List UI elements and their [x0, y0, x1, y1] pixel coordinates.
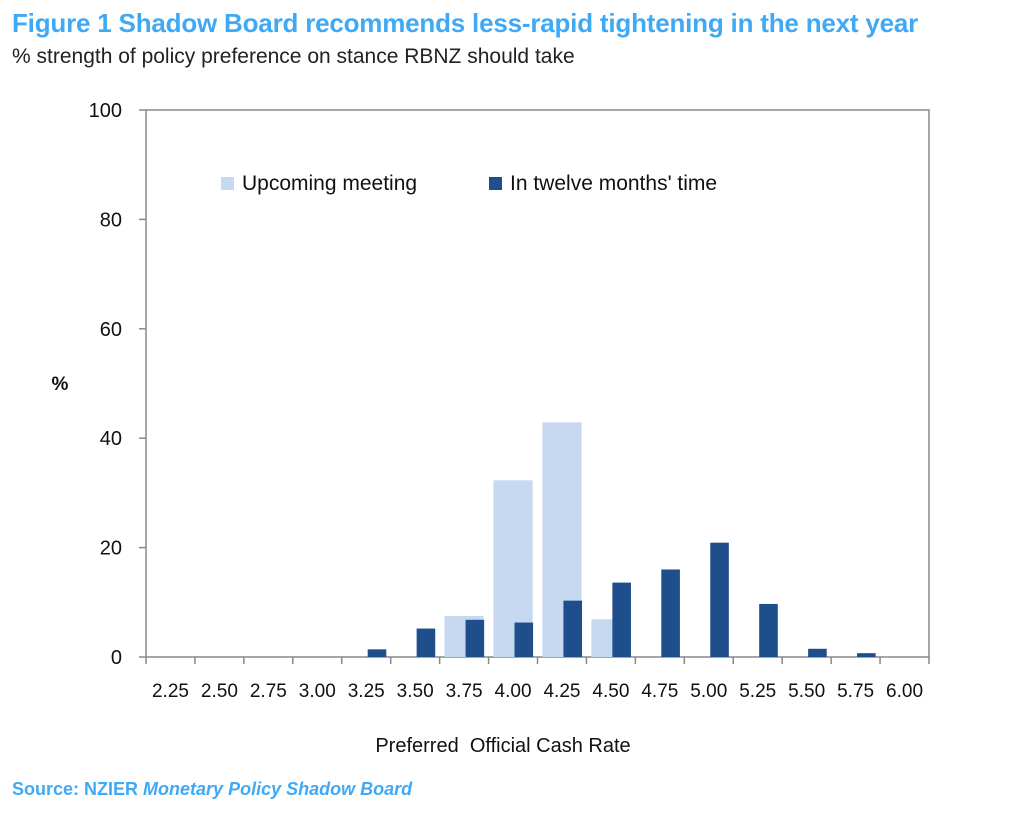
x-tick-label: 5.00	[690, 681, 727, 702]
y-tick-label: 100	[89, 100, 122, 122]
x-tick-label: 4.00	[495, 681, 532, 702]
x-tick-label: 4.25	[543, 681, 580, 702]
y-axis-label: %	[52, 374, 69, 395]
x-tick-label: 4.75	[641, 681, 678, 702]
y-tick-label: 80	[100, 209, 122, 231]
figure-title: Figure 1 Shadow Board recommends less-ra…	[12, 8, 919, 38]
axes-group: 0 20 40 60 80 100 2.25 2.50 2.75 3.00 3.25 3.50 3.75…	[89, 100, 930, 702]
y-tick-label: 40	[100, 428, 122, 450]
bar-twelve-months	[612, 582, 631, 657]
x-tick-label: 2.75	[250, 681, 287, 702]
x-tick-label: 5.25	[739, 681, 776, 702]
legend-item-twelve-months: In twelve months' time	[489, 172, 717, 195]
y-tick-label: 60	[100, 319, 122, 341]
y-tick-label: 0	[111, 647, 122, 669]
bar-twelve-months	[661, 569, 680, 657]
bar-twelve-months	[514, 622, 534, 657]
legend-item-upcoming-meeting: Upcoming meeting	[221, 172, 417, 195]
legend-swatch	[221, 177, 234, 190]
plot-area	[145, 109, 930, 658]
source-publication: Monetary Policy Shadow Board	[143, 779, 413, 799]
x-tick-label: 2.25	[152, 681, 189, 702]
x-tick-label: 3.50	[397, 681, 434, 702]
bar-twelve-months	[416, 628, 436, 657]
y-tick-label: 20	[100, 538, 122, 560]
bar-twelve-months	[759, 603, 778, 657]
legend-swatch	[489, 177, 502, 190]
source-prefix: Source: NZIER	[12, 779, 139, 799]
bar-twelve-months	[563, 600, 583, 657]
x-tick-label: 3.25	[348, 681, 385, 702]
bar-twelve-months	[710, 542, 729, 657]
x-axis-label: Preferred Official Cash Rate	[375, 735, 630, 757]
bar-twelve-months	[857, 653, 876, 657]
bars-group	[367, 422, 876, 657]
legend-label: In twelve months' time	[510, 172, 717, 195]
x-tick-label: 3.00	[299, 681, 336, 702]
bar-twelve-months	[367, 649, 387, 657]
x-tick-label: 4.50	[592, 681, 629, 702]
x-tick-label: 2.50	[201, 681, 238, 702]
x-tick-label: 5.75	[837, 681, 874, 702]
figure-subtitle: % strength of policy preference on stanc…	[12, 45, 575, 68]
legend: Upcoming meeting In twelve months' time	[221, 172, 717, 195]
x-tick-label: 5.50	[788, 681, 825, 702]
x-tick-label: 3.75	[446, 681, 483, 702]
x-tick-label: 6.00	[886, 681, 923, 702]
legend-label: Upcoming meeting	[242, 172, 417, 195]
source-note: Source: NZIER Monetary Policy Shadow Boa…	[12, 779, 412, 800]
bar-twelve-months	[465, 619, 485, 657]
bar-twelve-months	[808, 648, 827, 657]
